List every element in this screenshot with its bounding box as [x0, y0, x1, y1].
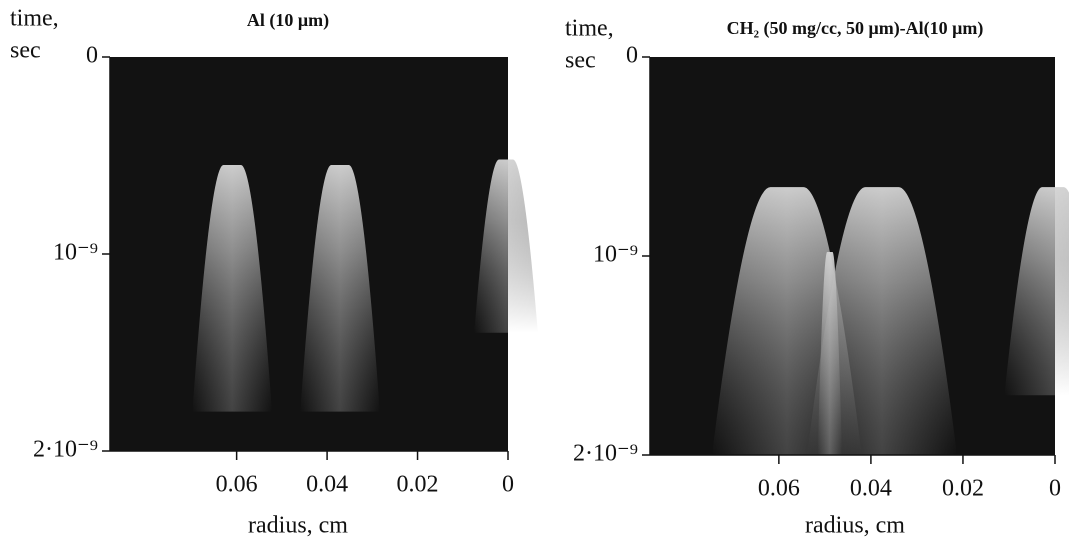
- x-tick-label: 0.04: [306, 472, 348, 498]
- chart-title: CH₂ (50 mg/cc, 50 μm)-Al(10 μm): [727, 18, 984, 39]
- plume-core: [817, 252, 842, 455]
- y-tick-label: 0: [86, 43, 98, 69]
- x-tick-label: 0: [1049, 476, 1061, 502]
- plume-core: [192, 164, 272, 412]
- y-axis-label: time,: [10, 6, 59, 32]
- x-tick-label: 0.02: [397, 472, 439, 498]
- x-axis-label: radius, cm: [248, 513, 348, 539]
- y-axis-label: sec: [565, 48, 596, 74]
- plume-core: [807, 187, 957, 455]
- x-tick-label: 0: [502, 472, 514, 498]
- plume-core: [300, 164, 380, 412]
- x-tick-label: 0.06: [216, 472, 258, 498]
- y-axis-label: time,: [565, 16, 614, 42]
- plume-core: [474, 159, 538, 333]
- plume-core: [1004, 187, 1069, 396]
- chart-title: Al (10 μm): [247, 10, 329, 31]
- y-axis-label: sec: [10, 38, 41, 64]
- x-tick-label: 0.02: [942, 476, 984, 502]
- y-tick-label: 0: [626, 43, 638, 69]
- x-tick-label: 0.06: [758, 476, 800, 502]
- y-tick-label: 2·10⁻⁹: [33, 437, 98, 463]
- y-tick-label: 2·10⁻⁹: [573, 441, 638, 467]
- y-tick-label: 10⁻⁹: [53, 240, 98, 266]
- y-tick-label: 10⁻⁹: [593, 242, 638, 268]
- x-tick-label: 0.04: [850, 476, 892, 502]
- x-axis-label: radius, cm: [805, 513, 905, 539]
